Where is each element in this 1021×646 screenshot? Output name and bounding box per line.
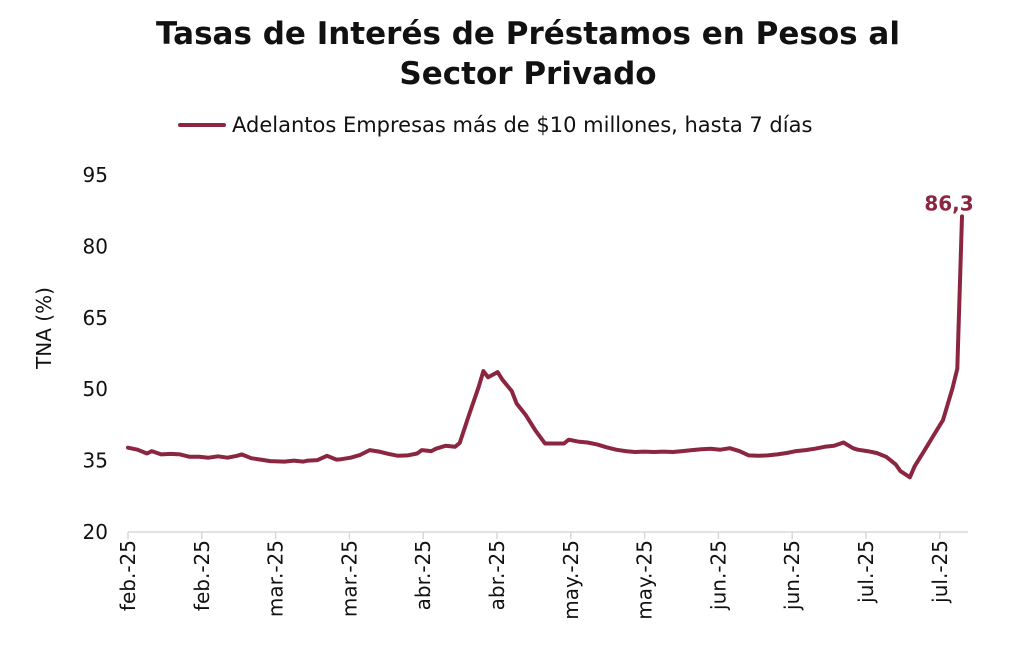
chart-title-line-1: Tasas de Interés de Préstamos en Pesos a…: [156, 16, 900, 52]
last-value-label: 86,3: [924, 191, 973, 215]
y-tick-label: 20: [83, 520, 108, 544]
chart-title: Tasas de Interés de Préstamos en Pesos a…: [0, 14, 1021, 94]
x-tick-label: jun.-25: [706, 540, 730, 611]
y-tick-label: 95: [83, 163, 108, 187]
legend-swatch: [178, 123, 226, 127]
y-tick-label: 80: [83, 234, 108, 258]
y-tick-label: 65: [83, 306, 108, 330]
chart-title-line-2: Sector Privado: [399, 56, 657, 92]
x-tick-label: abr.-25: [485, 540, 509, 610]
x-tick-label: may.-25: [633, 540, 657, 620]
y-axis-ticks: 20 35 50 65 80 95: [83, 163, 108, 544]
x-tick-label: jul.-25: [854, 540, 878, 604]
y-tick-label: 50: [83, 377, 108, 401]
x-axis-ticks: feb.-25 feb.-25 mar.-25 mar.-25 abr.-25 abr.-…: [116, 532, 952, 620]
x-tick-label: jun.-25: [780, 540, 804, 611]
x-tick-label: abr.-25: [411, 540, 435, 610]
x-tick-label: jul.-25: [928, 540, 952, 604]
x-tick-label: mar.-25: [337, 540, 361, 617]
x-tick-label: feb.-25: [116, 540, 140, 611]
x-tick-label: may.-25: [559, 540, 583, 620]
y-axis-label: TNA (%): [32, 287, 56, 370]
series-line-adelantos: [126, 214, 964, 480]
x-tick-label: mar.-25: [264, 540, 288, 617]
y-tick-label: 35: [83, 449, 108, 473]
legend-label: Adelantos Empresas más de $10 millones, …: [232, 113, 813, 137]
legend: Adelantos Empresas más de $10 millones, …: [178, 108, 812, 142]
x-tick-label: feb.-25: [190, 540, 214, 611]
